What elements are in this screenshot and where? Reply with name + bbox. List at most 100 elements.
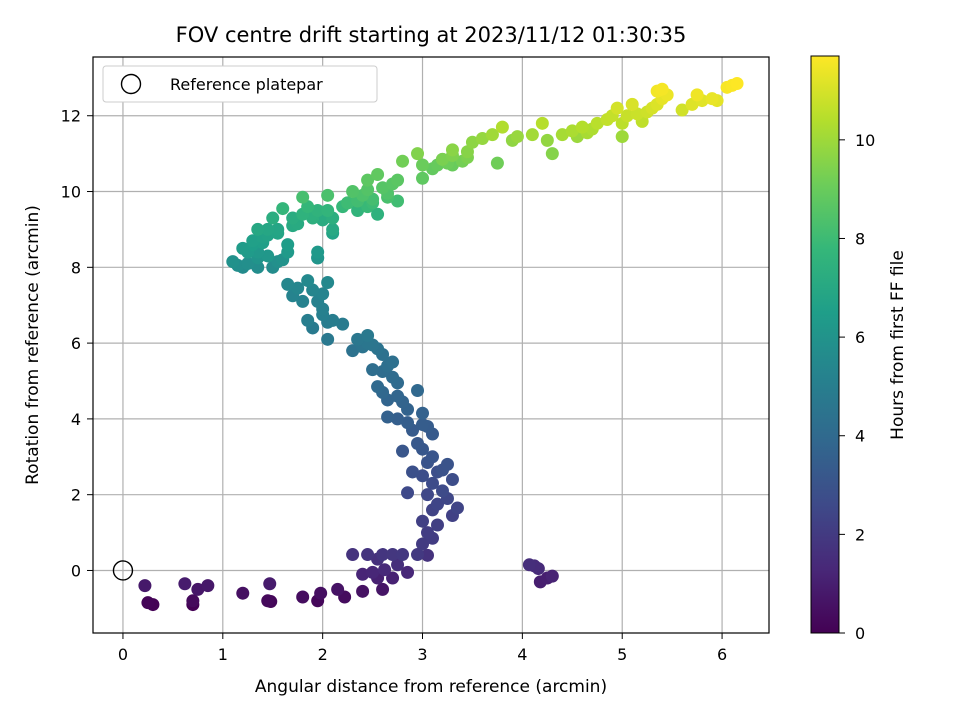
data-point [296, 294, 310, 308]
x-axis-label: Angular distance from reference (arcmin) [255, 677, 607, 697]
data-point [391, 173, 405, 187]
data-point [356, 567, 370, 581]
data-point [416, 469, 430, 483]
data-point [440, 457, 454, 471]
legend-label: Reference platepar [170, 75, 323, 94]
data-point [485, 128, 499, 142]
data-point [336, 317, 350, 331]
data-point [261, 222, 275, 236]
data-point [416, 406, 430, 420]
data-point [416, 418, 430, 432]
data-point [510, 130, 524, 144]
data-point [346, 344, 360, 358]
colorbar: 0 2 4 6 8 10 Hours from first FF file [810, 55, 908, 643]
colorbar-tick-label: 8 [855, 229, 865, 248]
data-point [251, 222, 265, 236]
y-tick-label: 4 [71, 410, 81, 429]
y-tick-label: 0 [71, 561, 81, 580]
data-point [178, 577, 192, 591]
data-point [366, 565, 380, 579]
data-point [565, 124, 579, 138]
x-tick-label: 2 [318, 645, 328, 664]
data-point [316, 287, 330, 301]
data-point [371, 207, 385, 221]
data-point [396, 548, 410, 562]
data-point [141, 596, 155, 610]
y-tick-label: 8 [71, 258, 81, 277]
data-point [314, 586, 328, 600]
colorbar-tick-label: 6 [855, 328, 865, 347]
data-point [690, 88, 704, 102]
data-point [401, 416, 415, 430]
data-point [266, 211, 280, 225]
data-point [321, 332, 335, 346]
data-point [331, 582, 345, 596]
data-point [361, 183, 375, 197]
data-point [401, 486, 415, 500]
data-point [445, 143, 459, 157]
data-point [286, 211, 300, 225]
data-point [346, 548, 360, 562]
data-point [191, 582, 205, 596]
data-point [430, 518, 444, 532]
data-point [138, 579, 152, 593]
colorbar-tick-label: 10 [855, 131, 875, 150]
data-point [495, 120, 509, 134]
data-point [425, 476, 439, 490]
data-point [281, 238, 295, 252]
x-tick-label: 5 [617, 645, 627, 664]
data-point [522, 558, 536, 572]
data-point [301, 313, 315, 327]
data-point [391, 412, 405, 426]
data-point [351, 203, 365, 217]
data-point [386, 370, 400, 384]
data-point [326, 222, 340, 236]
y-tick-label: 2 [71, 486, 81, 505]
data-point [291, 281, 305, 295]
data-point [301, 274, 315, 288]
data-point [425, 450, 439, 464]
data-point [416, 171, 430, 185]
reference-marker [112, 560, 134, 581]
data-point [411, 548, 425, 562]
data-point [655, 82, 669, 96]
data-point [251, 260, 265, 274]
data-point [371, 380, 385, 394]
data-point [376, 181, 390, 195]
data-point [261, 249, 275, 263]
data-point [246, 234, 260, 248]
data-point [263, 577, 277, 591]
data-point [545, 147, 559, 161]
data-point [421, 488, 435, 502]
data-point [620, 109, 634, 123]
data-point [186, 594, 200, 608]
data-point [545, 569, 559, 583]
data-point [555, 128, 569, 142]
data-point [391, 558, 405, 572]
data-point [406, 465, 420, 479]
data-point [361, 329, 375, 343]
colorbar-ticks: 0 2 4 6 8 10 [839, 131, 875, 643]
legend: Reference platepar [102, 65, 378, 103]
data-point [241, 257, 255, 271]
data-point [411, 383, 425, 397]
data-point [271, 222, 285, 236]
colorbar-tick-label: 4 [855, 427, 865, 446]
data-point [296, 190, 310, 204]
x-tick-label: 0 [118, 645, 128, 664]
grid-lines [93, 57, 769, 633]
colorbar-label: Hours from first FF file [888, 250, 908, 440]
data-point [411, 147, 425, 161]
data-point [296, 590, 310, 604]
data-point [361, 548, 375, 562]
data-point [201, 579, 215, 593]
colorbar-tick-label: 2 [855, 525, 865, 544]
data-point [535, 116, 549, 130]
y-tick-label: 12 [61, 107, 81, 126]
y-axis-label: Rotation from reference (arcmin) [23, 205, 43, 485]
data-point [615, 130, 629, 144]
data-point [226, 255, 240, 269]
data-point [416, 514, 430, 528]
x-tick-label: 4 [517, 645, 527, 664]
